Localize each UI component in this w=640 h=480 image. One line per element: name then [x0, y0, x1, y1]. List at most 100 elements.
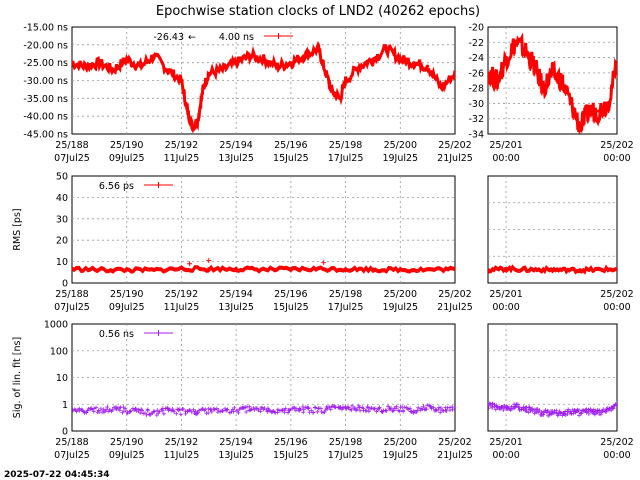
clock-zoom-point — [587, 109, 592, 113]
clock-main-point — [412, 61, 416, 65]
sig-main-ylabel: Sig. of lin. fit [ns] — [12, 337, 23, 418]
sig-main-point — [401, 408, 406, 413]
clock-zoom-panel: -20 -22 -24 -26 -28 -30 -32 -34 25/201 00:00 25/20… — [468, 23, 633, 165]
sig-main-point — [157, 409, 162, 414]
clock-main-point — [166, 68, 170, 72]
sig-main-point — [424, 407, 429, 412]
rms-main-xtick-bottom: 07Jul25 — [54, 302, 90, 313]
clock-main-point — [398, 57, 402, 61]
clock-main-point — [185, 107, 189, 111]
sig-main-point — [193, 409, 198, 414]
sig-main-xtick-top: 25/198 — [329, 437, 362, 448]
sig-main-point — [236, 410, 241, 415]
sig-main-point — [258, 409, 263, 414]
rms-main-point — [97, 267, 101, 271]
sig-main-point — [231, 409, 236, 414]
sig-main-point — [429, 406, 434, 411]
clock-main-point — [97, 61, 101, 65]
sig-zoom-point — [526, 410, 531, 415]
clock-zoom-ytick: -32 — [468, 114, 484, 125]
sig-main-point — [453, 408, 455, 409]
sig-main-xtick-bottom: 19Jul25 — [382, 450, 418, 461]
sig-main-point — [408, 409, 413, 414]
sig-main-point — [72, 409, 74, 411]
rms-zoom-point — [560, 267, 564, 272]
sig-main-point — [436, 407, 441, 412]
rms-main-point — [234, 266, 238, 270]
sig-zoom-xtick-top: 25/202 — [600, 437, 633, 448]
sig-main-point — [241, 406, 246, 411]
sig-main-point — [165, 406, 170, 411]
rms-zoom-line — [488, 264, 617, 275]
rms-main-xtick-top: 25/202 — [438, 289, 471, 300]
sig-zoom-point — [517, 407, 522, 412]
sig-main-point — [270, 409, 275, 414]
sig-main-xtick-top: 25/190 — [110, 437, 143, 448]
rms-main-point — [453, 267, 455, 271]
clock-zoom-point — [541, 86, 545, 90]
clock-main-point — [289, 61, 293, 65]
clock-zoom-point — [550, 71, 555, 75]
rms-main-ytick: 20 — [56, 236, 68, 247]
clock-main-xtick-top: 25/188 — [55, 140, 88, 151]
clock-zoom-xtick-top: 25/201 — [489, 140, 522, 151]
sig-main-point — [147, 412, 152, 417]
rms-main-xtick-top: 25/196 — [274, 289, 307, 300]
clock-main-point — [330, 89, 334, 93]
sig-main-point — [325, 406, 330, 411]
rms-zoom-point — [615, 267, 617, 271]
rms-main-spike — [321, 260, 327, 266]
clock-main-point — [207, 71, 211, 75]
sig-main-point — [183, 411, 188, 416]
sig-zoom-point — [535, 407, 540, 412]
sig-main-point — [266, 406, 271, 411]
sig-main-xtick-bottom: 07Jul25 — [54, 450, 90, 461]
sig-zoom-point — [498, 407, 503, 412]
clock-zoom-xtick-bottom: 00:00 — [492, 153, 519, 164]
clock-main-point — [275, 64, 279, 68]
rms-zoom-point — [488, 267, 490, 272]
rms-main-xtick-top: 25/188 — [55, 289, 88, 300]
sig-main-point — [365, 404, 370, 409]
rms-main-point — [152, 268, 156, 272]
clock-main-ytick: -30.00 ns — [23, 76, 68, 87]
sig-main-point — [92, 406, 97, 411]
clock-zoom-point — [560, 78, 564, 83]
sig-main-xtick-bottom: 21Jul25 — [437, 450, 473, 461]
clock-main-point — [179, 78, 183, 83]
sig-main-point — [333, 405, 338, 410]
rms-main-panel: 50 40 30 20 10 025/188 07Jul25 25/190 09Jul25 25/… — [12, 172, 473, 314]
sig-main-point — [327, 405, 332, 410]
clock-main-point — [111, 68, 115, 72]
clock-zoom-line-band — [488, 37, 617, 134]
rms-main-xtick-bottom: 13Jul25 — [218, 302, 254, 313]
sig-main-point — [393, 406, 398, 411]
clock-zoom-point — [514, 40, 518, 44]
clock-main-ytick: -15.00 ns — [23, 23, 68, 34]
sig-main-point — [94, 405, 99, 410]
clock-main-xtick-bottom: 07Jul25 — [54, 153, 90, 164]
sig-main-point — [141, 411, 146, 416]
sig-main-point — [356, 403, 361, 408]
sig-main-point — [313, 405, 318, 410]
sig-main-point — [450, 407, 455, 412]
sig-main-point — [322, 410, 327, 415]
sig-zoom-xtick-bottom: 00:00 — [603, 450, 630, 461]
clock-main-series — [72, 40, 455, 133]
sig-main-point — [349, 403, 354, 408]
rms-main-xtick-top: 25/198 — [329, 289, 362, 300]
sig-main-xtick-top: 25/194 — [219, 437, 252, 448]
sig-zoom-point — [601, 407, 606, 412]
sig-main-point — [144, 412, 149, 417]
clock-main-point — [190, 125, 194, 129]
sig-main-ytick: 0 — [62, 427, 68, 438]
sig-main-point — [416, 405, 421, 410]
clock-zoom-point — [488, 71, 490, 75]
sig-main-point — [280, 407, 285, 412]
sig-main-point — [152, 409, 157, 414]
sig-main-point — [309, 408, 314, 413]
rms-zoom-point — [504, 266, 508, 270]
sig-main-point — [128, 408, 133, 413]
sig-main-point — [88, 407, 93, 412]
rms-zoom-line-band — [488, 267, 617, 275]
